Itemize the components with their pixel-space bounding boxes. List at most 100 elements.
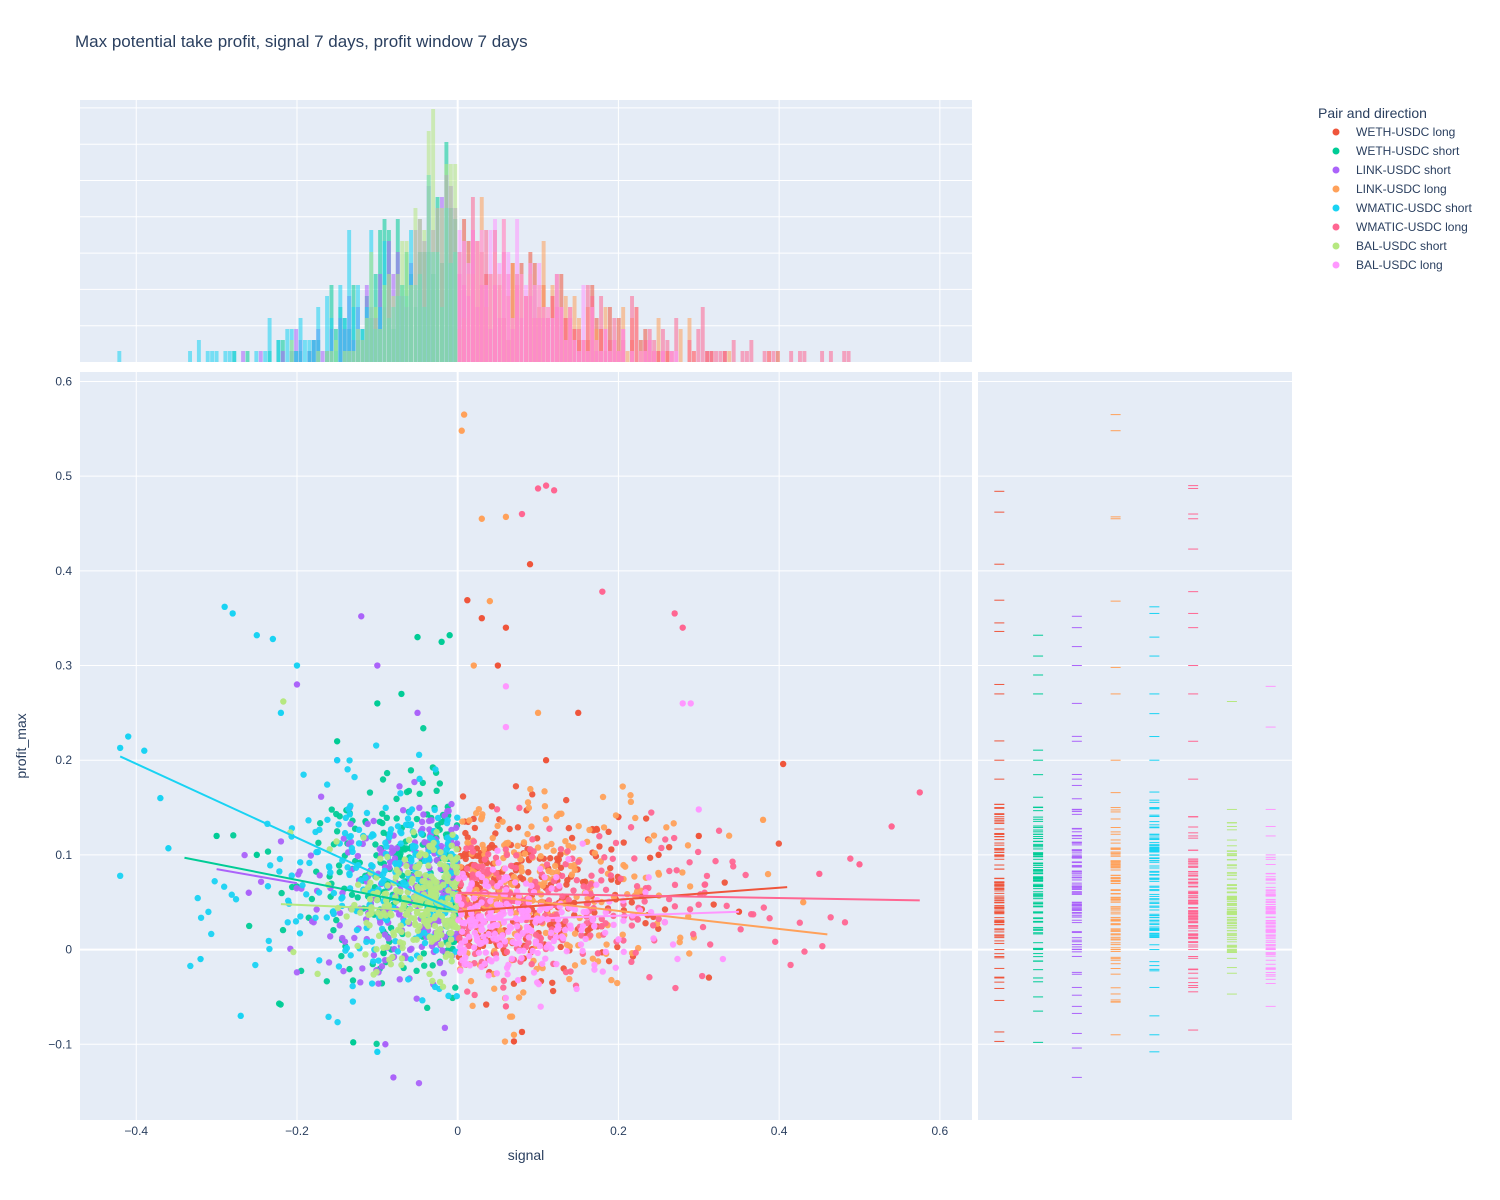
scatter-point <box>694 848 702 856</box>
scatter-point <box>393 866 400 874</box>
histogram-bar <box>316 351 321 362</box>
scatter-point <box>589 916 596 924</box>
scatter-point <box>344 864 351 871</box>
scatter-point <box>819 942 826 950</box>
scatter-point <box>632 949 639 956</box>
rug-series-4 <box>1149 606 1160 1053</box>
histogram-bar <box>417 219 422 362</box>
scatter-point <box>313 848 320 856</box>
histogram-bar <box>820 351 825 362</box>
scatter-point <box>827 914 834 921</box>
scatter-point <box>278 889 285 897</box>
scatter-point <box>390 929 397 936</box>
scatter-point <box>642 815 650 822</box>
scatter-point <box>542 482 550 489</box>
scatter-point <box>368 862 375 869</box>
histogram-bar <box>510 318 515 362</box>
scatter-point <box>537 1003 544 1010</box>
scatter-point <box>642 889 649 896</box>
scatter-point <box>488 841 496 849</box>
histogram-bar <box>740 351 745 362</box>
scatter-point <box>353 926 361 934</box>
legend-item: WETH-USDC long <box>1332 125 1455 139</box>
scatter-point <box>487 909 494 916</box>
scatter-point <box>382 1041 389 1048</box>
scatter-point <box>514 899 522 906</box>
scatter-point <box>602 909 609 916</box>
scatter-point <box>587 932 594 939</box>
scatter-point <box>412 863 419 871</box>
histogram-bar <box>117 351 122 362</box>
histogram-bar <box>700 307 705 362</box>
histogram-bar <box>546 307 551 362</box>
scatter-point <box>436 780 444 787</box>
scatter-point <box>465 942 472 950</box>
scatter-point <box>439 983 447 990</box>
legend: Pair and direction WETH-USDC longWETH-US… <box>1318 105 1472 272</box>
scatter-point <box>420 725 427 732</box>
scatter-point <box>232 896 240 903</box>
scatter-point <box>528 927 535 935</box>
scatter-point <box>293 885 300 892</box>
scatter-point <box>555 925 562 933</box>
histogram-bar <box>241 351 246 362</box>
scatter-point <box>601 929 609 936</box>
scatter-point <box>563 881 570 888</box>
scatter-point <box>336 813 343 820</box>
scatter-point <box>290 948 297 956</box>
scatter-point <box>404 931 412 938</box>
scatter-point <box>529 947 536 955</box>
scatter-point <box>620 948 628 956</box>
legend-label: BAL-USDC short <box>1356 239 1447 253</box>
scatter-point <box>614 979 621 987</box>
scatter-point <box>241 851 248 859</box>
scatter-point <box>346 965 353 973</box>
scatter-point <box>349 977 357 984</box>
histogram-bar <box>484 285 489 362</box>
scatter-point <box>542 815 550 823</box>
histogram-bar <box>475 241 480 362</box>
scatter-point <box>779 760 787 768</box>
scatter-point <box>370 958 377 965</box>
scatter-point <box>663 824 670 831</box>
histogram-bar <box>470 230 475 362</box>
scatter-point <box>494 662 502 669</box>
rug-series-6 <box>1226 700 1237 995</box>
scatter-point <box>493 806 501 813</box>
scatter-point <box>378 963 386 970</box>
x-tick-label: 0.6 <box>932 1124 949 1138</box>
y-tick-label: 0.5 <box>55 469 72 483</box>
scatter-point <box>414 633 421 641</box>
y-tick-label: 0.2 <box>55 753 72 767</box>
histogram-bar <box>709 351 714 362</box>
histogram-bar <box>572 340 577 362</box>
scatter-point <box>478 899 485 906</box>
trendline <box>216 868 298 885</box>
histogram-bar <box>342 351 347 362</box>
trendline <box>119 755 459 913</box>
scatter-point <box>382 804 389 812</box>
scatter-point <box>264 883 272 890</box>
scatter-point <box>502 683 510 690</box>
scatter-point <box>537 853 544 860</box>
scatter-point <box>266 945 273 953</box>
scatter-point <box>542 929 550 937</box>
histogram-bar <box>205 351 210 362</box>
scatter-point <box>684 842 692 849</box>
histogram-bar <box>506 252 511 362</box>
scatter-point <box>336 868 343 876</box>
scatter-point <box>354 852 362 860</box>
histogram-bar <box>289 340 294 362</box>
scatter-point <box>490 922 497 929</box>
histogram-bar <box>479 230 484 362</box>
trendline <box>457 886 788 913</box>
scatter-point <box>341 829 349 837</box>
scatter-point <box>390 1074 397 1081</box>
scatter-point <box>655 851 662 859</box>
scatter-point <box>729 858 736 865</box>
scatter-point <box>612 812 620 819</box>
scatter-point <box>655 869 662 877</box>
scatter-point <box>701 881 708 888</box>
scatter-point <box>444 808 451 815</box>
trendline <box>457 910 739 923</box>
